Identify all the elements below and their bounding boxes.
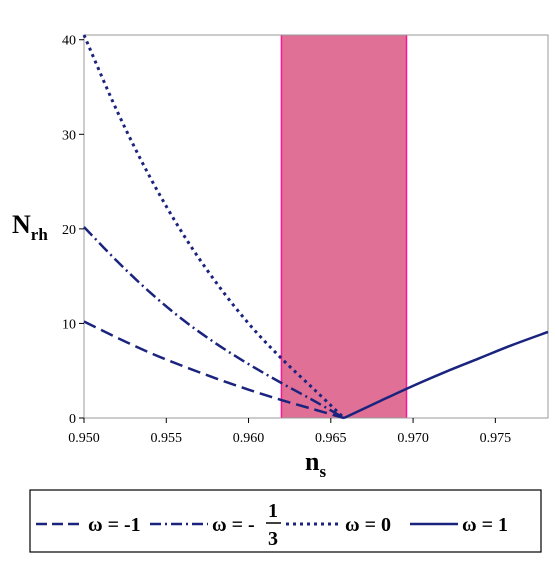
x-tick-label: 0.950 [68,431,100,446]
x-tick-label: 0.970 [397,431,429,446]
series-line-omega-minus-one-third [83,226,345,420]
x-tick-label: 0.955 [151,431,183,446]
y-tick-label: 10 [62,317,76,332]
x-tick-label: 0.975 [480,431,512,446]
series-line-omega-0 [82,34,346,420]
series-line-omega-minus-1 [83,320,345,420]
legend-fraction-denominator: 3 [268,528,278,550]
observational-band [281,35,407,418]
x-tick-label: 0.960 [233,431,265,446]
y-tick-label: 40 [62,34,76,49]
legend-label-omega-minus-1: ω = -1 [88,514,141,536]
legend-label-omega-0: ω = 0 [345,514,391,536]
plot-frame [83,34,549,419]
legend: ω = -1 ω = - 1 3 ω = 0 ω = 1 [36,500,508,550]
y-axis-label: Nrh [12,210,48,244]
legend-label-omega-1: ω = 1 [462,514,508,536]
tick-layer: 0.950 0.955 0.960 0.965 0.970 0.975 0 10 20 30 40 [62,34,511,446]
legend-label-omega-minus-one-third: ω = - [212,514,255,536]
y-tick-label: 0 [69,412,76,427]
y-tick-label: 20 [62,223,76,238]
legend-fraction-numerator: 1 [268,500,278,522]
x-tick-label: 0.965 [315,431,347,446]
series-line-omega-1 [343,330,549,420]
shaded-band-layer [280,35,408,418]
series-layer [82,34,549,420]
x-axis-label: ns [305,447,326,481]
y-tick-label: 30 [62,128,76,143]
legend-box [29,489,542,553]
